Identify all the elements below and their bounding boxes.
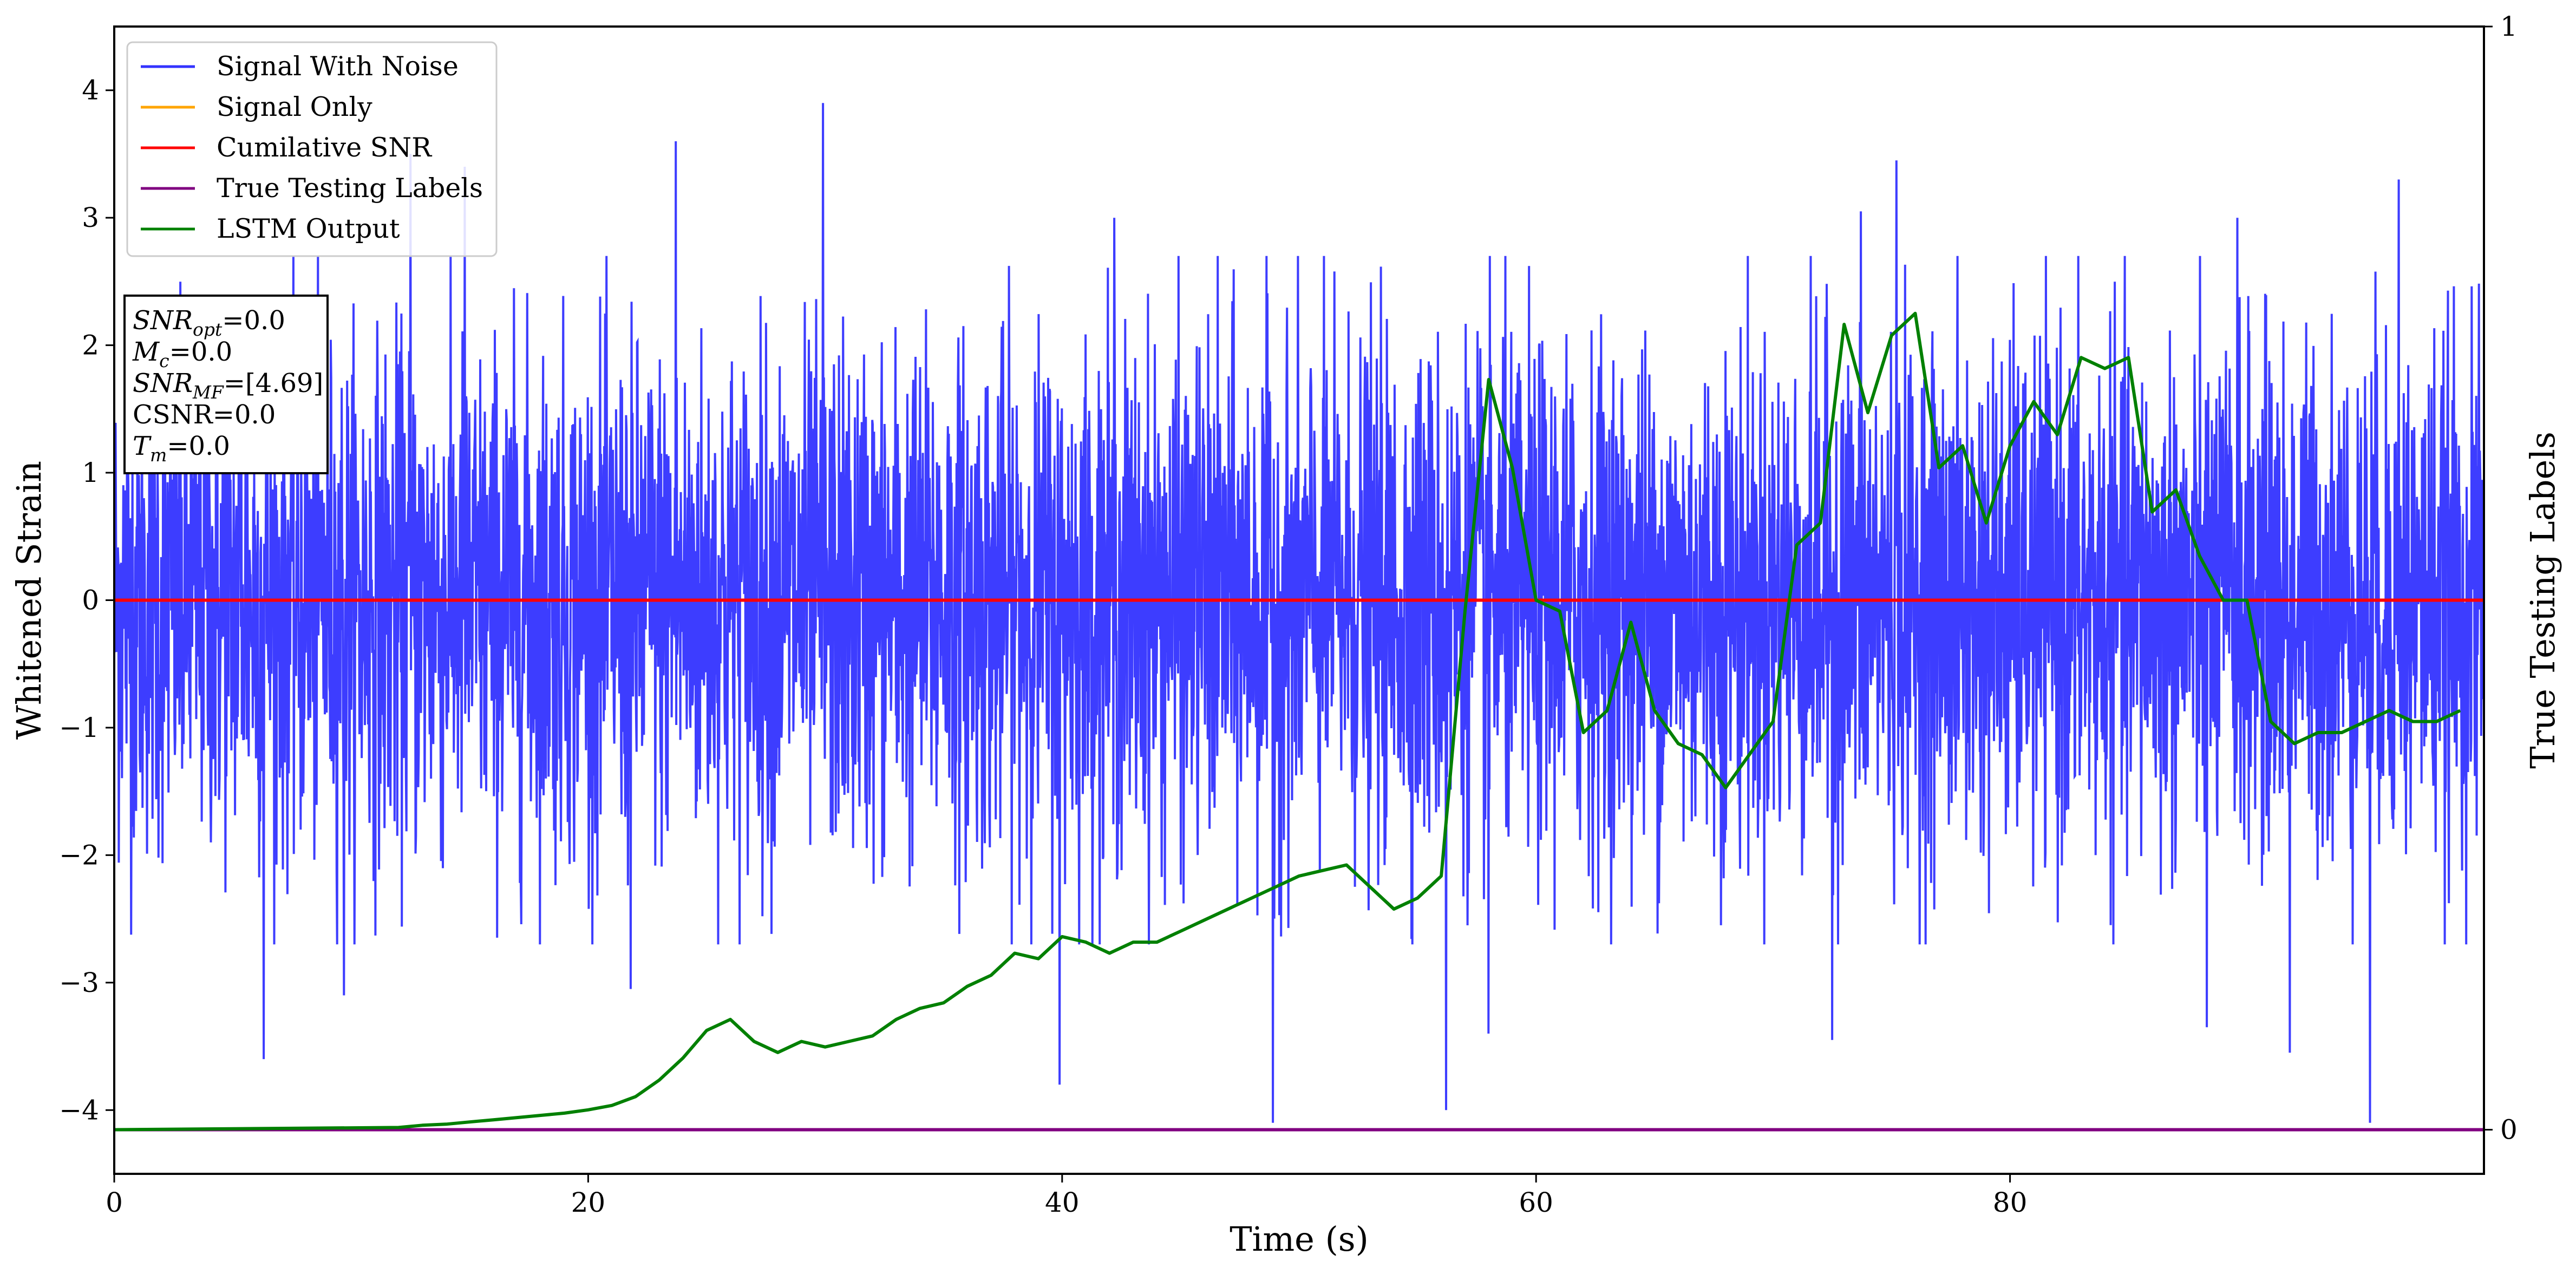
legend-frame: [126, 41, 498, 257]
legend-label-signal-only: Signal Only: [217, 92, 372, 122]
y-tick-label: 4: [82, 75, 99, 106]
y-tick-label: 3: [82, 202, 99, 233]
y-tick-label: 1: [82, 457, 99, 488]
y-tick-label: −4: [59, 1094, 99, 1126]
y2-tick-label: 1: [2500, 11, 2518, 42]
annotation-frame: [123, 295, 329, 474]
series-signal-with-noise: [114, 103, 2484, 1123]
plot-layer: [114, 103, 2484, 1132]
y-axis-label: Whitened Strain: [9, 461, 49, 740]
y-tick-label: −1: [59, 712, 99, 743]
annotation-box: SNRopt=0.0Mc=0.0SNRMF=[4.69]CSNR=0.0Tm=0…: [123, 295, 329, 474]
annotation-line: SNRMF=[4.69]: [133, 368, 323, 403]
y-tick-label: −3: [59, 967, 99, 998]
annotation-line: Mc=0.0: [132, 337, 232, 371]
legend-label-signal-with-noise: Signal With Noise: [217, 51, 459, 82]
x-tick-label: 60: [1519, 1187, 1553, 1218]
y2-tick-label: 0: [2500, 1114, 2518, 1146]
annotation-line: CSNR=0.0: [133, 400, 276, 430]
legend-label-cumilative-snr: Cumilative SNR: [217, 132, 433, 163]
x-tick-label: 20: [571, 1187, 606, 1218]
x-axis-label: Time (s): [1230, 1219, 1369, 1259]
x-tick-label: 40: [1045, 1187, 1080, 1218]
annotation-line: Tm=0.0: [133, 431, 230, 466]
x-tick-label: 80: [1993, 1187, 2028, 1218]
legend-label-lstm-output: LSTM Output: [217, 213, 400, 244]
y-tick-label: −2: [59, 839, 99, 871]
legend: Signal With Noise Signal Only Cumilative S…: [126, 41, 498, 257]
y-tick-label: 0: [82, 585, 99, 616]
y2-axis-label: True Testing Labels: [2523, 432, 2562, 769]
x-tick-label: 0: [106, 1187, 123, 1218]
y-tick-label: 2: [82, 330, 99, 361]
series-lstm-output: [114, 311, 2461, 1132]
plot-area: [114, 103, 2484, 1132]
legend-label-true-testing-labels: True Testing Labels: [217, 173, 483, 204]
annotation-line: SNRopt=0.0: [133, 305, 285, 340]
